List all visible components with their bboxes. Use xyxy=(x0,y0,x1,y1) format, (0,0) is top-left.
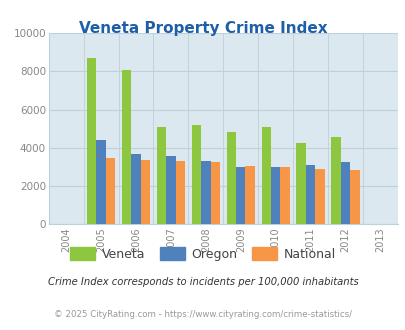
Bar xyxy=(96,140,106,224)
Bar xyxy=(166,156,175,224)
Text: © 2025 CityRating.com - https://www.cityrating.com/crime-statistics/: © 2025 CityRating.com - https://www.city… xyxy=(54,310,351,319)
Bar xyxy=(106,158,115,224)
Bar xyxy=(122,70,131,224)
Bar xyxy=(296,143,305,224)
Bar xyxy=(226,132,235,224)
Bar xyxy=(350,170,359,224)
Bar xyxy=(175,161,185,224)
Bar xyxy=(315,169,324,224)
Bar xyxy=(261,127,270,224)
Bar xyxy=(156,127,166,224)
Bar xyxy=(330,137,340,224)
Bar xyxy=(245,166,254,224)
Bar xyxy=(200,161,210,224)
Bar xyxy=(87,58,96,224)
Bar xyxy=(340,162,350,224)
Text: Veneta Property Crime Index: Veneta Property Crime Index xyxy=(79,21,326,36)
Bar xyxy=(305,165,315,224)
Bar xyxy=(131,153,141,224)
Bar xyxy=(210,162,220,224)
Bar xyxy=(141,160,150,224)
Bar xyxy=(270,167,280,224)
Bar xyxy=(191,125,200,224)
Bar xyxy=(280,167,289,224)
Bar xyxy=(235,167,245,224)
Legend: Veneta, Oregon, National: Veneta, Oregon, National xyxy=(65,242,340,266)
Text: Crime Index corresponds to incidents per 100,000 inhabitants: Crime Index corresponds to incidents per… xyxy=(47,278,358,287)
